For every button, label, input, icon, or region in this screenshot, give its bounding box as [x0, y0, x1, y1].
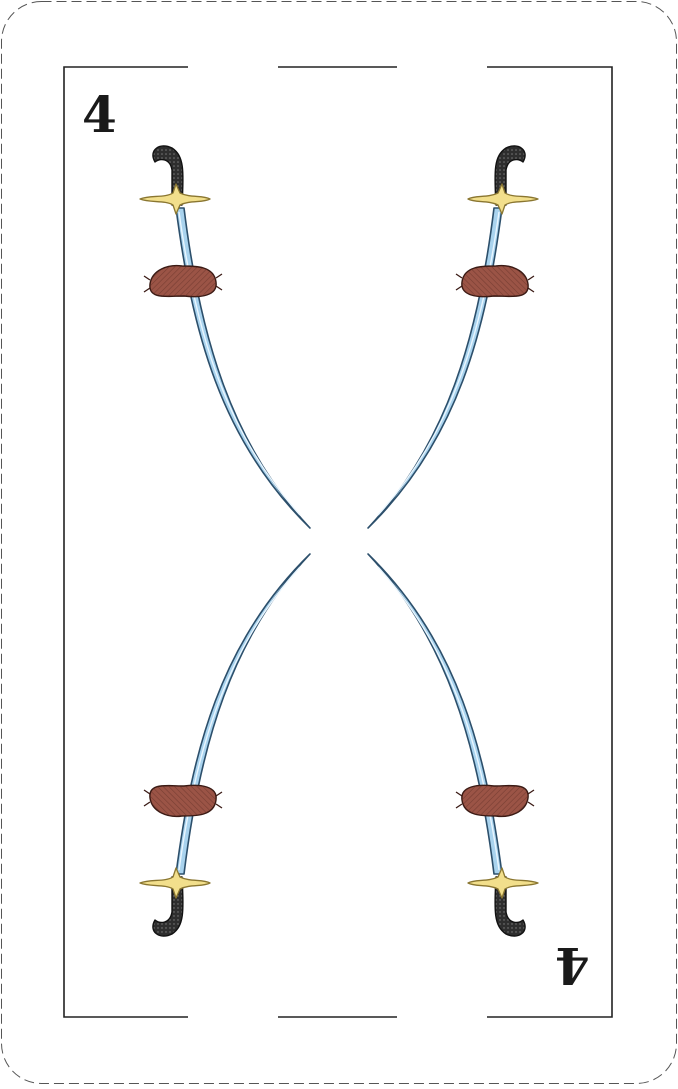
sword-top-right-icon: [367, 145, 539, 529]
sword-bottom-right-icon: [367, 553, 539, 937]
sword-top-left-icon: [139, 145, 311, 529]
rank-index-top: 4: [82, 85, 117, 144]
rank-index-bottom: 4: [555, 936, 590, 995]
sword-bottom-left-icon: [139, 553, 311, 937]
frame-left: [63, 66, 188, 1018]
frame-right: [487, 66, 613, 1018]
